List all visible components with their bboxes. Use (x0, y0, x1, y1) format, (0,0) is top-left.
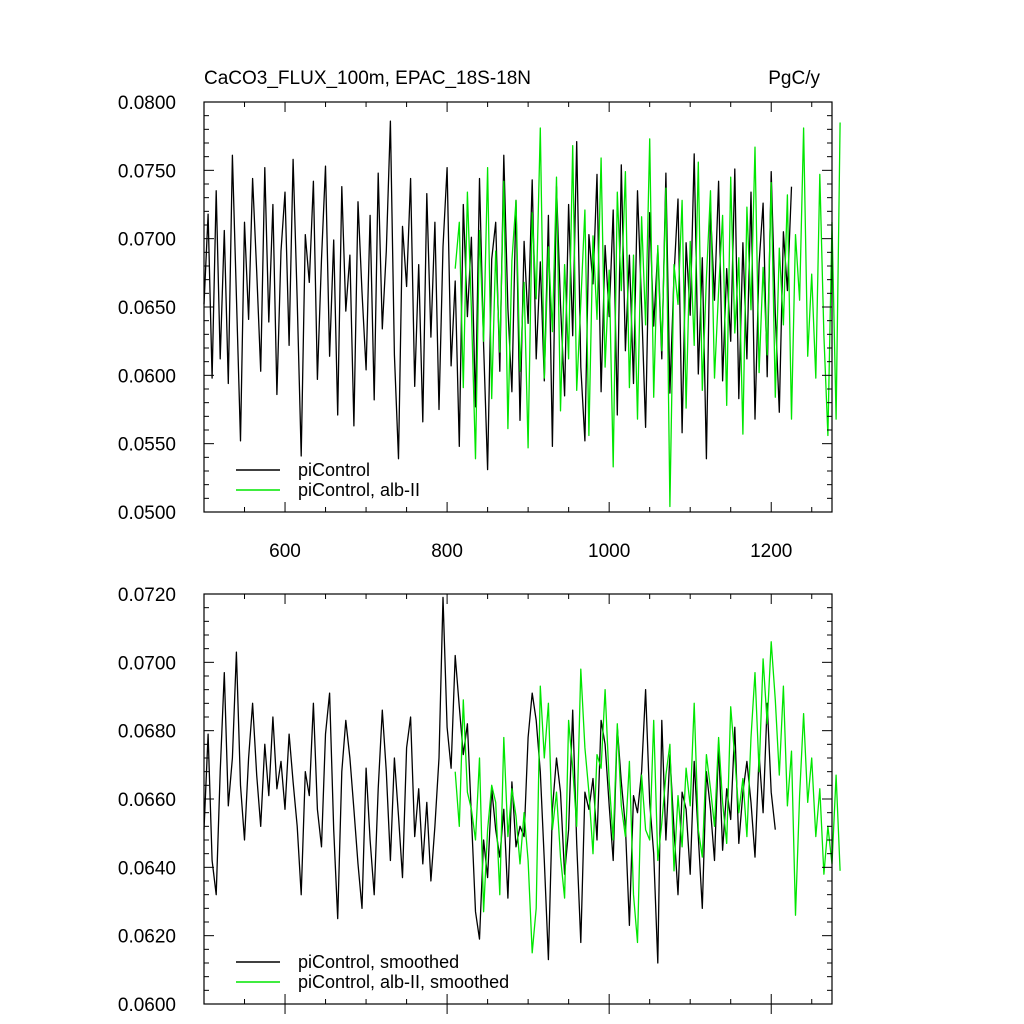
top-x-tick-label: 1000 (588, 541, 630, 562)
bottom-y-tick-label: 0.0600 (118, 995, 176, 1016)
top-y-tick-label: 0.0800 (118, 93, 176, 114)
bottom-y-tick-label: 0.0660 (118, 790, 176, 811)
top-x-tick-label: 800 (431, 541, 463, 562)
top-legend-label-0: piControl (298, 460, 370, 480)
top-series-1-line (454, 122, 841, 508)
chart-title: CaCO3_FLUX_100m, EPAC_18S-18N (204, 68, 531, 89)
top-y-tick-label: 0.0550 (118, 435, 176, 456)
bottom-legend-label-0: piControl, smoothed (298, 952, 459, 972)
bottom-y-tick-label: 0.0700 (118, 653, 176, 674)
bottom-y-tick-label: 0.0640 (118, 858, 176, 879)
top-x-tick-label: 1200 (750, 541, 792, 562)
bottom-legend-label-1: piControl, alb-II, smoothed (298, 972, 509, 992)
top-panel: 0.0500 0.0550 0.0600 0.0650 0.0700 0.0750 0.08… (118, 93, 841, 562)
top-y-tick-label: 0.0600 (118, 366, 176, 387)
top-legend-label-1: piControl, alb-II (298, 480, 420, 500)
bottom-series-0-line (203, 596, 776, 964)
top-y-tick-label: 0.0700 (118, 230, 176, 251)
top-y-tick-label: 0.0500 (118, 503, 176, 524)
bottom-y-tick-label: 0.0720 (118, 585, 176, 606)
bottom-panel: 0.0600 0.0620 0.0640 0.0660 0.0680 0.0700 0.07… (118, 585, 841, 1016)
top-x-tick-label: 600 (269, 541, 301, 562)
chart-units: PgC/y (768, 68, 820, 89)
bottom-y-tick-label: 0.0620 (118, 927, 176, 948)
bottom-y-tick-label: 0.0680 (118, 722, 176, 743)
top-y-tick-label: 0.0650 (118, 298, 176, 319)
bottom-series-1-line (454, 641, 841, 954)
top-y-tick-label: 0.0750 (118, 161, 176, 182)
